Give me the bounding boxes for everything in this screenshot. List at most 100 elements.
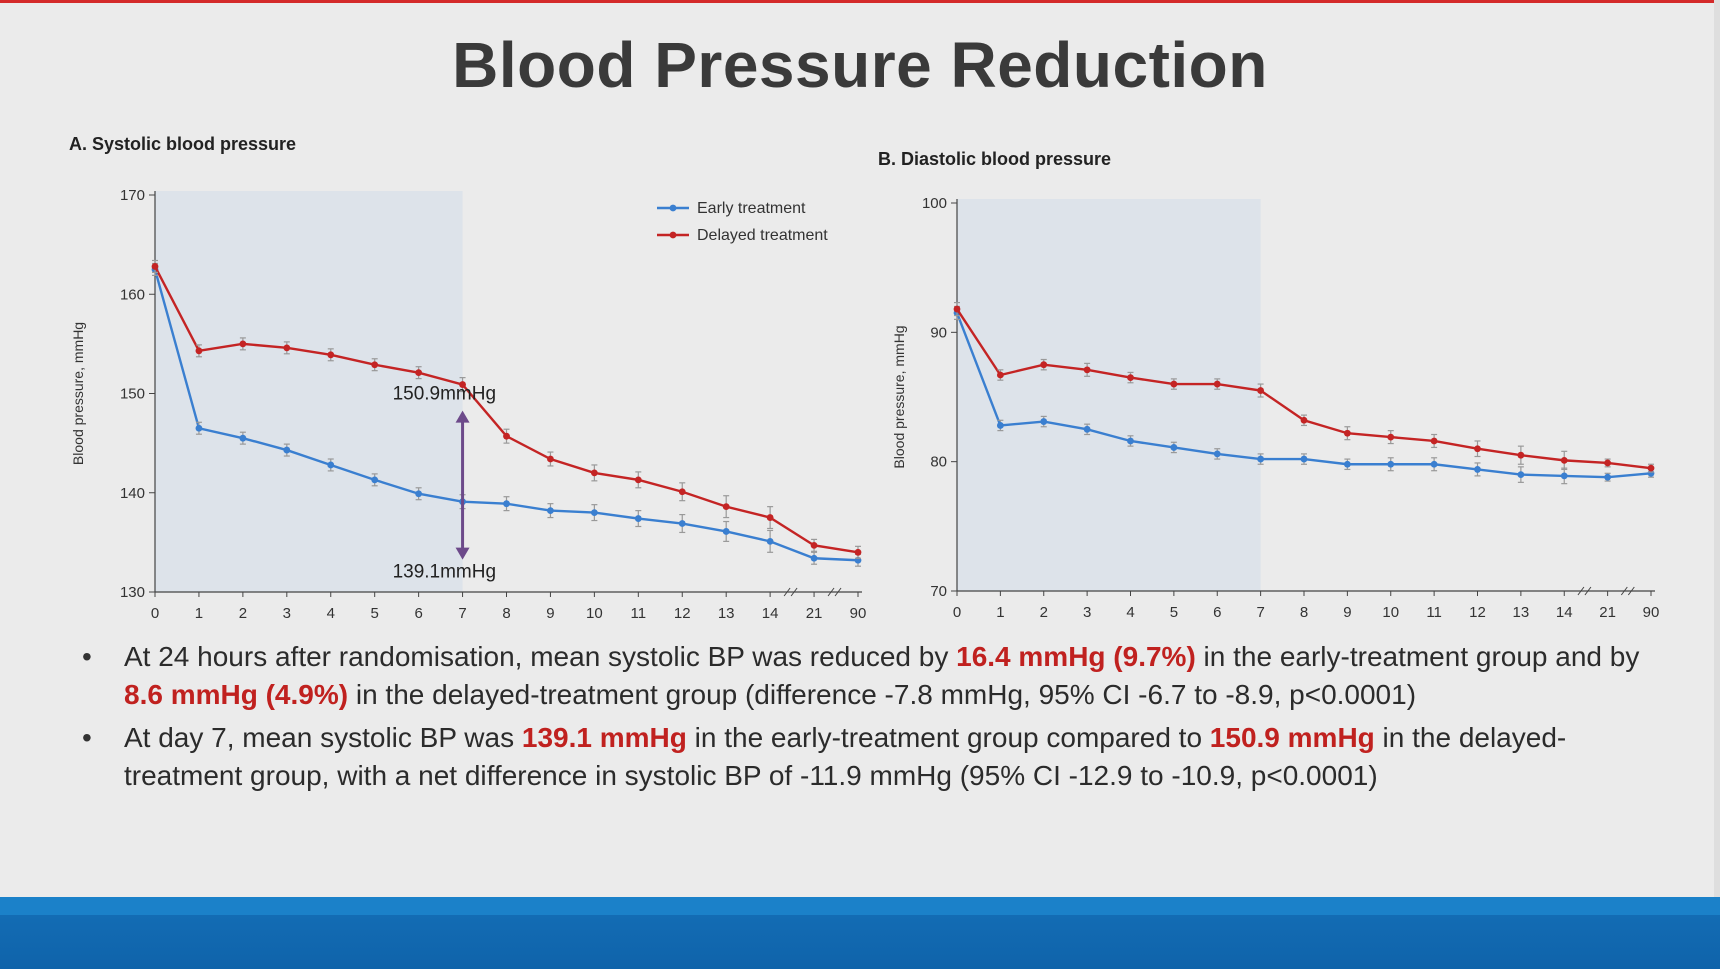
x-tick-label: 4	[1126, 604, 1134, 621]
footer-bar	[0, 897, 1720, 969]
bullet-text: in the early-treatment group compared to	[686, 722, 1210, 753]
data-point	[1604, 459, 1612, 467]
axis-break-mark	[783, 587, 798, 597]
data-point	[634, 515, 642, 522]
systolic-chart: A. Systolic blood pressure13014015016017…	[69, 134, 867, 622]
data-point	[1127, 374, 1134, 381]
data-point	[239, 434, 247, 442]
x-tick-label: 7	[458, 605, 466, 622]
data-point	[1647, 464, 1655, 472]
data-point	[1474, 466, 1481, 473]
data-point	[1300, 455, 1308, 463]
legend-marker	[669, 204, 677, 212]
data-point	[1517, 471, 1525, 478]
bullet-text: in the delayed-treatment group (differen…	[348, 679, 1417, 710]
x-tick-label: 2	[239, 605, 247, 622]
bullet-text: in the early-treatment group and by	[1195, 641, 1640, 672]
data-point	[283, 344, 291, 352]
data-point	[415, 490, 423, 498]
y-tick-label: 140	[120, 485, 145, 502]
data-point	[1257, 455, 1265, 463]
data-point	[590, 469, 598, 477]
data-point	[371, 361, 379, 369]
legend-label: Early treatment	[697, 200, 806, 217]
data-point	[678, 488, 686, 496]
data-point	[239, 340, 247, 348]
data-point	[151, 263, 159, 270]
x-tick-label: 0	[151, 605, 159, 622]
data-point	[547, 455, 554, 463]
data-point	[722, 503, 730, 511]
chart-title: B. Diastolic blood pressure	[878, 149, 1111, 169]
bullet-text: At 24 hours after randomisation, mean sy…	[124, 641, 957, 672]
x-tick-label: 7	[1256, 604, 1264, 621]
data-point	[1430, 460, 1438, 468]
data-point	[1040, 361, 1048, 369]
bullet-item: At 24 hours after randomisation, mean sy…	[82, 638, 1672, 714]
legend-label: Delayed treatment	[697, 227, 828, 244]
legend-marker	[669, 231, 677, 239]
x-tick-label: 13	[1513, 604, 1530, 621]
x-tick-label: 8	[1300, 604, 1308, 621]
x-tick-label: 21	[806, 605, 823, 622]
x-tick-label: 3	[1083, 604, 1091, 621]
data-point	[810, 554, 818, 562]
x-tick-label: 12	[1469, 604, 1486, 621]
data-point	[1213, 380, 1221, 388]
data-point	[996, 422, 1004, 429]
y-tick-label: 170	[120, 187, 145, 204]
data-point	[1343, 429, 1351, 437]
x-tick-label: 1	[195, 605, 203, 622]
data-point	[1474, 445, 1481, 453]
data-point	[766, 514, 774, 521]
y-tick-label: 80	[930, 454, 947, 471]
data-point	[766, 537, 774, 545]
data-point	[996, 371, 1004, 379]
difference-arrow-head	[455, 547, 470, 560]
x-tick-label: 6	[414, 605, 422, 622]
data-point	[1083, 425, 1091, 433]
bullet-text: in the delayed-treatment group, with a n…	[124, 722, 1567, 791]
data-point	[953, 305, 961, 313]
x-tick-label: 6	[1213, 604, 1221, 621]
axis-break-mark	[827, 587, 842, 597]
slide-edge	[1714, 0, 1720, 900]
data-point	[678, 520, 686, 527]
x-tick-label: 10	[586, 605, 603, 622]
data-point	[1387, 460, 1395, 468]
data-point	[371, 476, 379, 484]
data-point	[327, 461, 335, 469]
data-point	[459, 381, 466, 388]
x-tick-label: 9	[1343, 604, 1351, 621]
bullet-item: At day 7, mean systolic BP was 139.1 mmH…	[82, 719, 1672, 795]
x-tick-label: 21	[1599, 604, 1616, 621]
data-point	[415, 369, 423, 377]
data-point	[1083, 366, 1091, 374]
data-point	[1170, 380, 1178, 388]
data-point	[854, 548, 862, 556]
highlight-value: 139.1 mmHg	[521, 722, 687, 753]
annotation-upper: 150.9mmHg	[393, 384, 497, 405]
difference-arrow-head	[455, 410, 470, 423]
x-tick-label: 3	[283, 605, 291, 622]
data-point	[283, 446, 291, 454]
data-point	[1170, 444, 1178, 451]
axis-break-mark	[1577, 586, 1592, 596]
x-tick-label: 14	[762, 605, 779, 622]
x-tick-label: 2	[1040, 604, 1048, 621]
highlight-value: 150.9 mmHg	[1209, 722, 1375, 753]
data-point	[810, 541, 818, 549]
y-tick-label: 130	[120, 584, 145, 601]
data-point	[1257, 387, 1265, 394]
shaded-region	[957, 199, 1261, 591]
x-tick-label: 5	[371, 605, 379, 622]
x-tick-label: 90	[850, 605, 867, 622]
x-tick-label: 13	[718, 605, 735, 622]
x-tick-label: 11	[631, 605, 647, 622]
data-point	[195, 347, 203, 355]
data-point	[1560, 456, 1568, 464]
annotation-lower: 139.1mmHg	[393, 562, 497, 583]
axis-break-mark	[1620, 586, 1635, 596]
top-accent-strip	[0, 0, 1720, 3]
